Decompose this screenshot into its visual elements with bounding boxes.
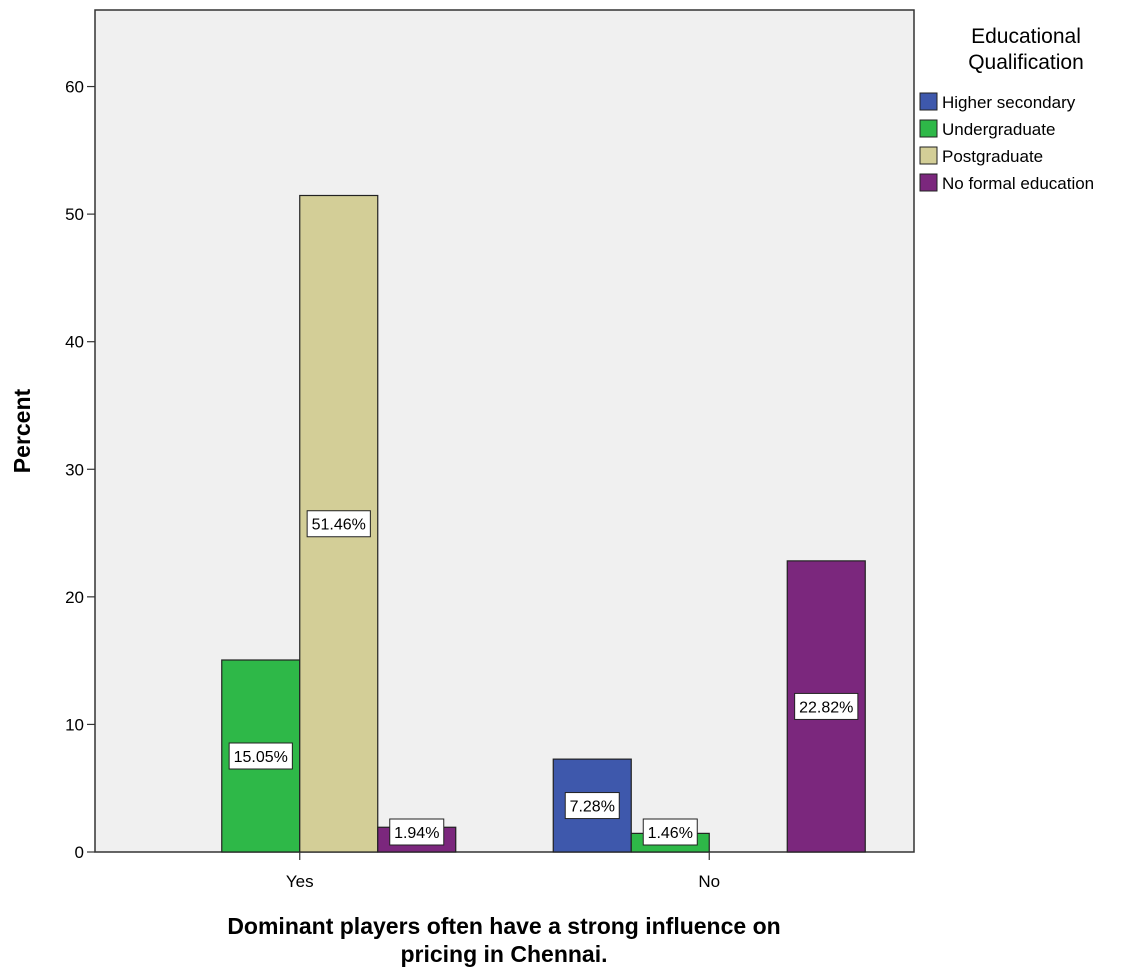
legend-swatch bbox=[919, 173, 938, 192]
data-label: 15.05% bbox=[234, 749, 288, 766]
x-axis: Yes No bbox=[286, 852, 720, 891]
data-labels-group: 15.05% 51.46% 1.94% 7.28% 1.46% 22.82% bbox=[228, 510, 859, 846]
x-tick-label: Yes bbox=[286, 872, 314, 891]
data-label-box bbox=[642, 818, 698, 846]
legend-swatch bbox=[919, 92, 938, 111]
y-tick-label: 50 bbox=[65, 205, 84, 224]
data-label: 51.46% bbox=[312, 517, 366, 534]
y-tick-label: 30 bbox=[65, 460, 84, 479]
legend-label: Higher secondary bbox=[942, 93, 1076, 112]
data-label: 7.28% bbox=[570, 799, 615, 816]
legend-swatch bbox=[919, 119, 938, 138]
y-tick-label: 20 bbox=[65, 588, 84, 607]
y-axis: 0 10 20 30 40 50 60 bbox=[65, 78, 95, 862]
legend-label: Postgraduate bbox=[942, 147, 1043, 166]
legend-swatch bbox=[919, 146, 938, 165]
x-axis-title-line-1: Dominant players often have a strong inf… bbox=[227, 913, 780, 939]
data-label-box bbox=[794, 692, 859, 720]
data-label-box bbox=[389, 818, 445, 846]
data-label: 22.82% bbox=[799, 699, 853, 716]
y-tick-label: 60 bbox=[65, 78, 84, 97]
data-label-box bbox=[228, 742, 293, 770]
y-tick-label: 10 bbox=[65, 715, 84, 734]
y-tick-label: 40 bbox=[65, 333, 84, 352]
legend-label: No formal education bbox=[942, 174, 1094, 193]
data-label: 1.46% bbox=[648, 825, 693, 842]
y-axis-title: Percent bbox=[9, 388, 35, 473]
x-tick-label: No bbox=[698, 872, 720, 891]
legend[interactable]: Educational Qualification Higher seconda… bbox=[919, 25, 1094, 193]
data-label-box bbox=[306, 510, 371, 538]
legend-label: Undergraduate bbox=[942, 120, 1055, 139]
data-label-box bbox=[564, 792, 620, 820]
data-label: 1.94% bbox=[394, 825, 439, 842]
x-axis-title-line-2: pricing in Chennai. bbox=[400, 941, 607, 967]
legend-items: Higher secondary Undergraduate Postgraduat… bbox=[919, 92, 1094, 193]
y-tick-label: 0 bbox=[75, 843, 84, 862]
legend-title-line-1: Educational bbox=[971, 25, 1081, 48]
legend-title-line-2: Qualification bbox=[968, 51, 1084, 74]
